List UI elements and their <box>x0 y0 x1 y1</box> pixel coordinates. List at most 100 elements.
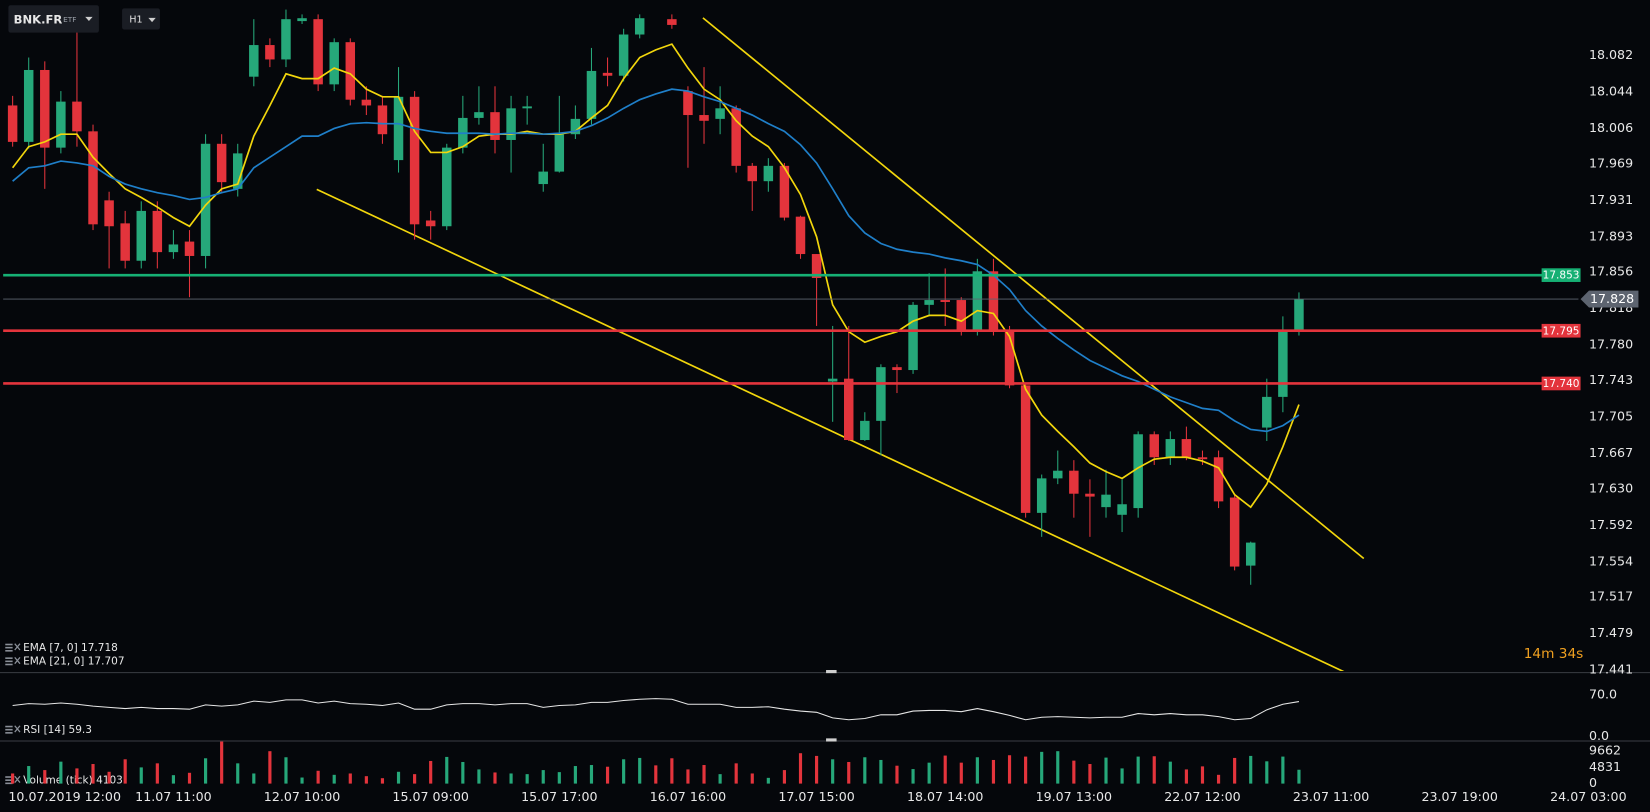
volume-bar <box>1007 755 1012 784</box>
candle-body <box>232 153 243 189</box>
volume-bar <box>445 756 449 784</box>
volume-bar <box>847 761 851 784</box>
candle-body <box>844 378 854 441</box>
y-tick-label: 17.969 <box>1589 155 1633 170</box>
volume-bar <box>509 773 513 784</box>
price-level-label: 17.853 <box>1543 270 1580 282</box>
y-tick-label: 17.630 <box>1589 480 1633 495</box>
volume-bar <box>1120 768 1124 784</box>
ema-line <box>11 43 1300 509</box>
symbol-selector[interactable] <box>8 5 99 33</box>
candle-body <box>377 105 388 135</box>
y-tick-label: 17.780 <box>1589 337 1633 352</box>
volume-bar <box>895 765 899 784</box>
candle-body <box>265 45 275 60</box>
candle-body <box>1069 470 1079 494</box>
ema-line <box>12 88 1300 433</box>
candle-body <box>602 72 613 76</box>
candle-body <box>1133 434 1143 509</box>
volume-bar <box>879 759 883 784</box>
volume-bar <box>380 778 385 784</box>
volume-bar <box>863 757 867 784</box>
y-tick-label: 17.893 <box>1589 228 1633 243</box>
candle-body <box>586 70 597 119</box>
y-tick-label: 17.667 <box>1589 445 1633 460</box>
timeframe-selector[interactable] <box>122 8 160 30</box>
timeframe: H1 <box>129 14 142 25</box>
y-tick-label: 18.044 <box>1589 84 1633 99</box>
candle-body <box>442 147 452 227</box>
volume-tick-label: 0 <box>1589 775 1597 790</box>
volume-bar <box>622 759 626 784</box>
x-tick-label: 12.07 10:00 <box>264 789 340 804</box>
candle-body <box>474 112 484 118</box>
volume-bar <box>1072 760 1076 784</box>
volume-bar <box>1233 757 1237 784</box>
dropdown-caret <box>148 17 156 23</box>
volume-bar <box>123 759 127 784</box>
pane-handle[interactable] <box>826 670 837 674</box>
x-tick-label: 11.07 11:00 <box>135 789 211 804</box>
y-tick-label: 17.479 <box>1589 625 1633 640</box>
candle-body <box>1149 434 1159 458</box>
candle-body <box>1085 493 1095 497</box>
price-level-label: 17.795 <box>1543 325 1580 337</box>
volume-bar <box>1056 751 1060 784</box>
volume-bar <box>911 769 915 784</box>
candle-body <box>345 42 356 100</box>
rsi-legend: RSI [14] 59.3 <box>23 724 92 736</box>
legend-icons <box>5 643 13 785</box>
volume-bar <box>27 766 31 784</box>
candle-body <box>795 216 806 255</box>
volume-bar <box>155 763 159 784</box>
candle-body <box>184 241 195 256</box>
candle-body <box>216 143 227 183</box>
volume-bar <box>139 767 143 784</box>
candle-body <box>811 254 822 279</box>
volume-bar <box>203 758 208 784</box>
pane-handle[interactable] <box>826 738 837 742</box>
candle-body <box>249 45 259 77</box>
volume-tick-label: 4831 <box>1589 759 1621 774</box>
volume-bar <box>1040 751 1044 784</box>
y-tick-label: 17.592 <box>1589 517 1633 532</box>
candle-body <box>72 101 82 132</box>
candle-body <box>699 115 709 121</box>
trend-line <box>316 188 1345 672</box>
y-tick-label: 17.441 <box>1589 662 1633 677</box>
volume-bar <box>1216 774 1221 784</box>
x-tick-label: 23.07 19:00 <box>1422 789 1498 804</box>
y-tick-label: 17.517 <box>1589 589 1633 604</box>
candle-body <box>1020 385 1031 513</box>
legend-close-icons[interactable] <box>14 643 21 783</box>
dropdown-caret <box>85 16 93 22</box>
x-tick-label: 16.07 16:00 <box>650 789 726 804</box>
price-level-tag <box>1541 376 1581 391</box>
candle-body <box>1245 542 1256 566</box>
countdown: 14m 34s <box>1524 646 1584 662</box>
candle-body <box>715 108 725 119</box>
candle-body <box>731 108 741 166</box>
last-price-label: 17.828 <box>1590 291 1634 306</box>
volume-bar <box>413 774 417 784</box>
volume-bar <box>766 777 770 784</box>
candle-body <box>538 171 548 185</box>
candle-body <box>23 69 34 142</box>
ema-legend: EMA [7, 0] 17.718 <box>23 642 118 654</box>
candle-body <box>1101 494 1111 508</box>
candle-body <box>1278 329 1288 397</box>
volume-bar <box>557 772 561 784</box>
candle-body <box>1165 439 1176 458</box>
volume-bar <box>252 773 256 784</box>
candle-body <box>56 101 66 148</box>
volume-bar <box>1297 769 1301 784</box>
volume-bar <box>991 759 996 784</box>
volume-bar <box>1184 769 1188 784</box>
candle-body <box>40 69 50 148</box>
candle-body <box>329 42 339 85</box>
volume-bar <box>11 773 15 784</box>
candle-body <box>168 244 179 253</box>
volume-bar <box>831 759 835 784</box>
